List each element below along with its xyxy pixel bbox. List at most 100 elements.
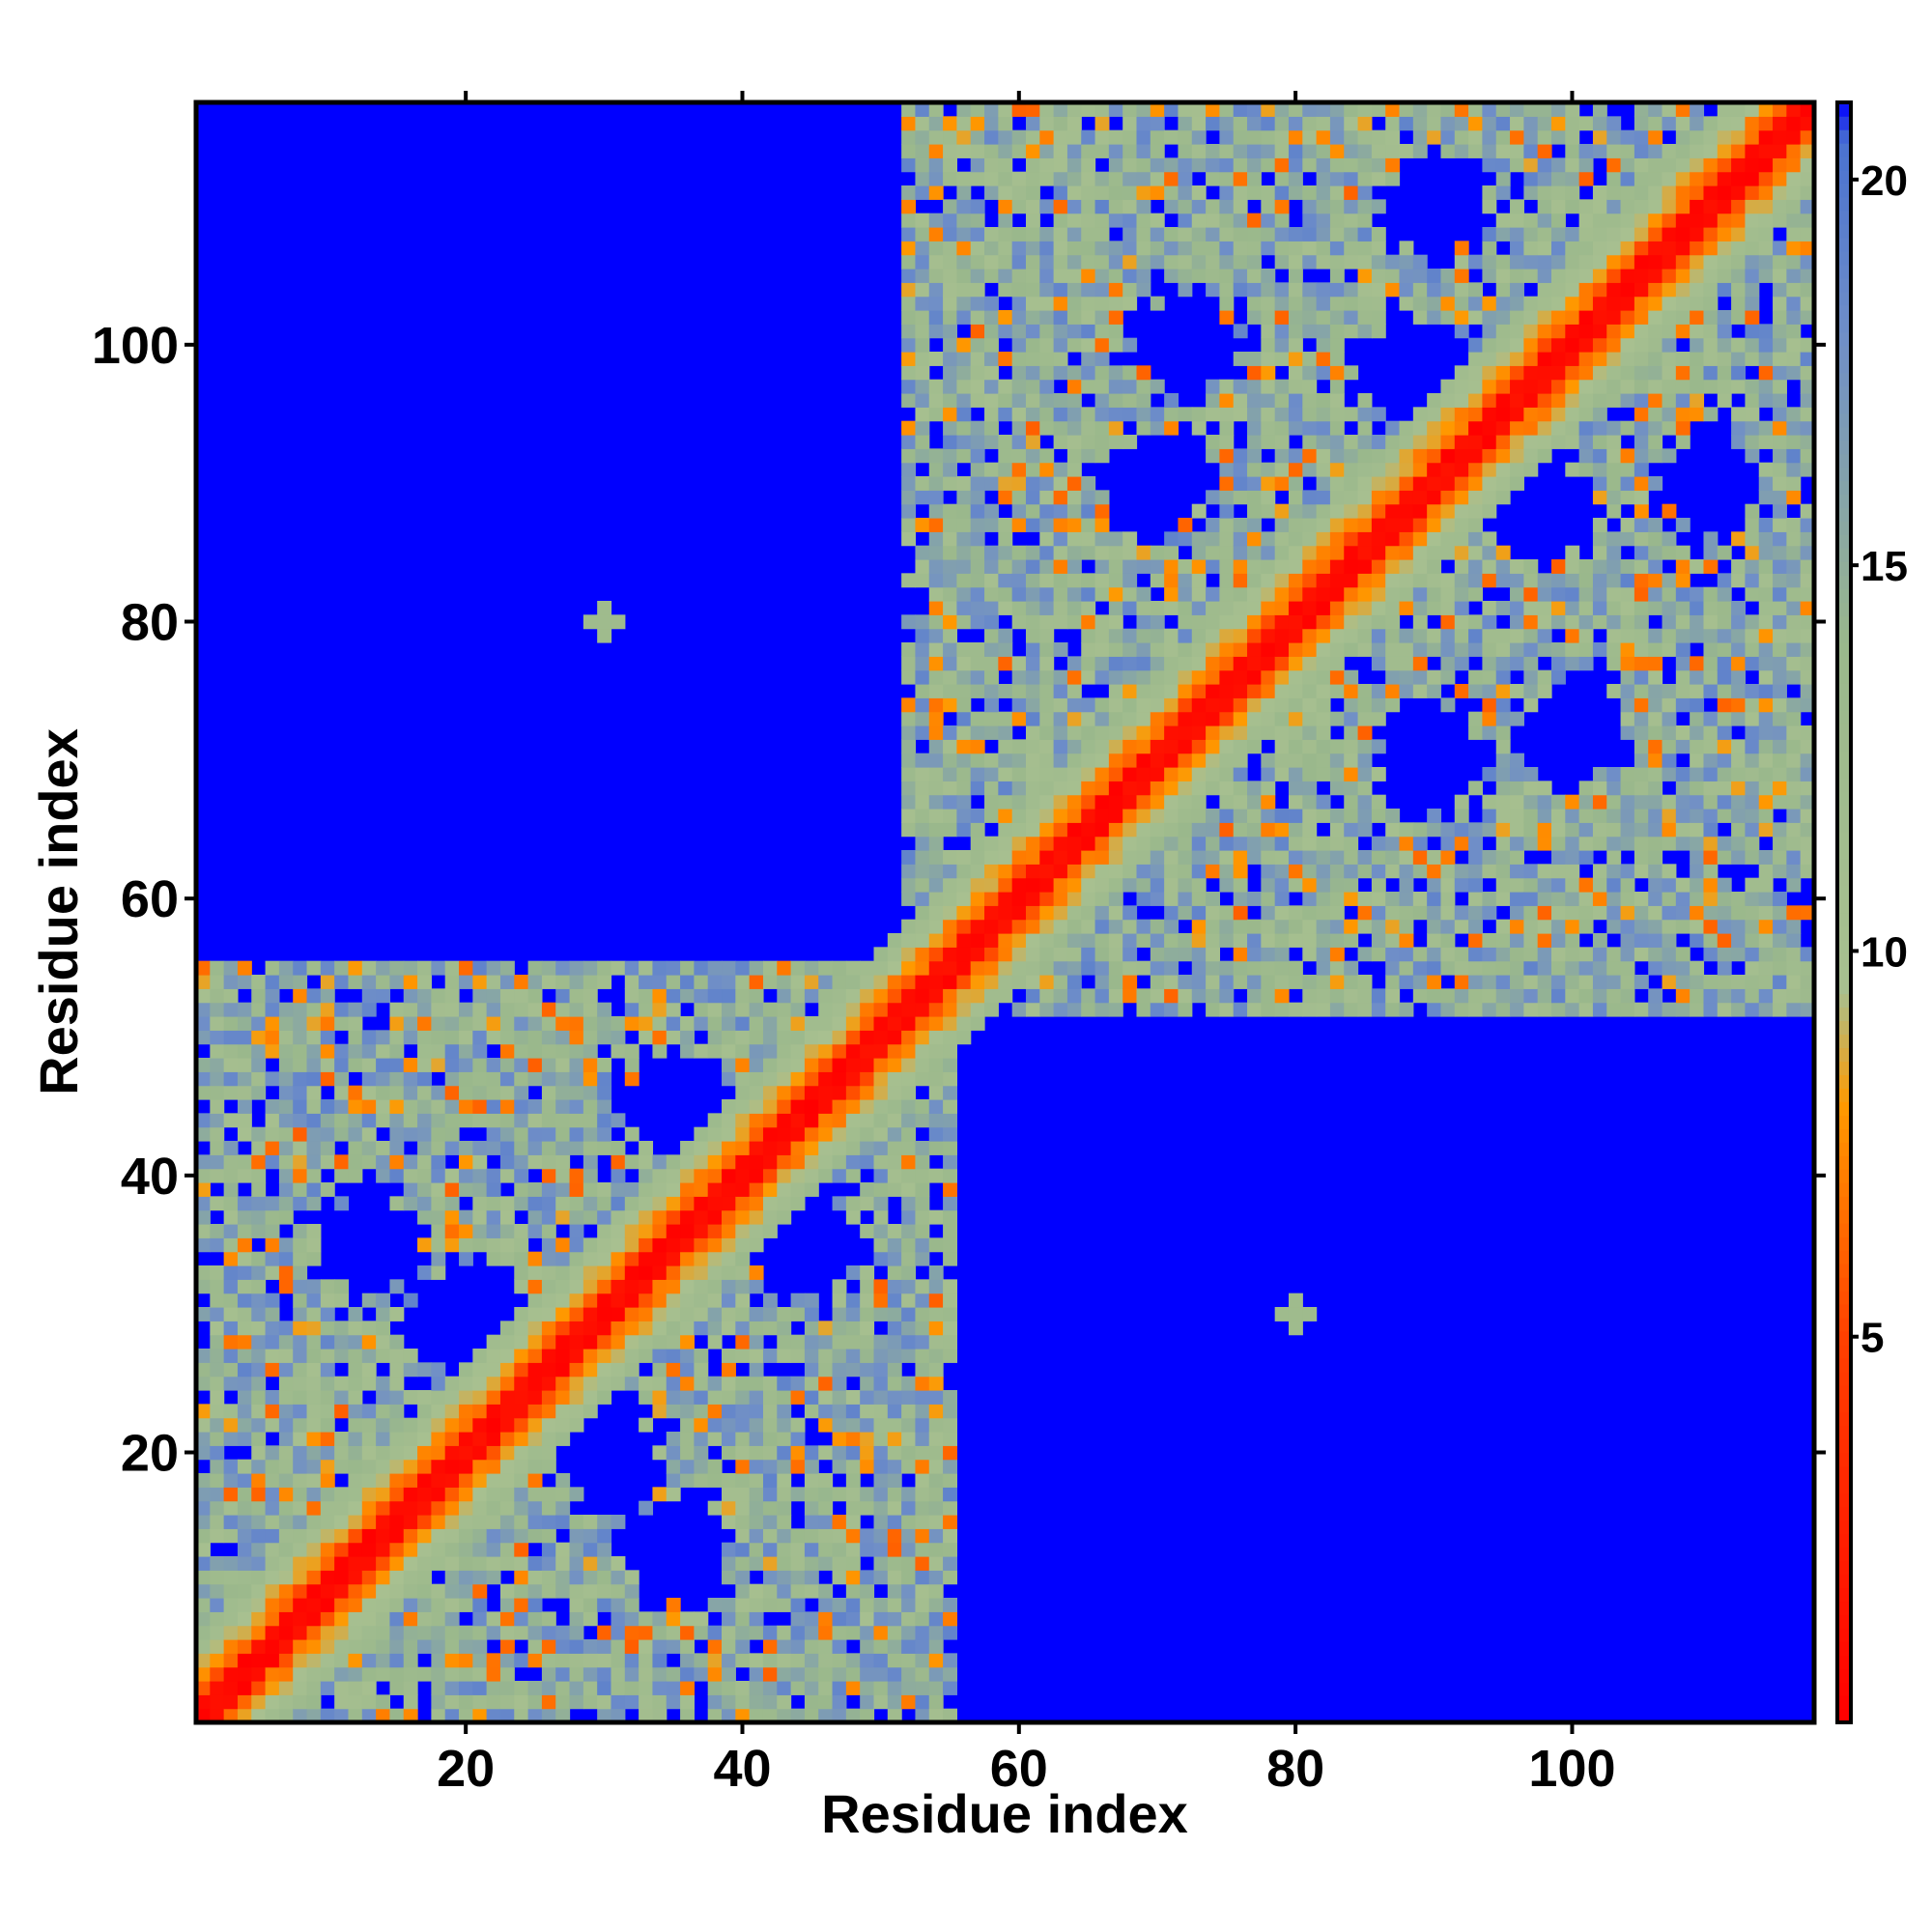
heatmap-cell <box>970 476 985 491</box>
heatmap-cell <box>777 1030 792 1045</box>
heatmap-cell <box>1011 947 1027 962</box>
heatmap-cell <box>472 1141 488 1155</box>
heatmap-cell <box>1399 573 1414 588</box>
heatmap-cell <box>1482 684 1497 698</box>
heatmap-cell <box>832 1598 847 1612</box>
heatmap-cell <box>1344 310 1359 325</box>
heatmap-cell <box>818 1639 834 1654</box>
heatmap-cell <box>873 1500 889 1516</box>
heatmap-cell <box>1427 586 1442 602</box>
heatmap-cell <box>1094 269 1110 283</box>
heatmap-cell <box>582 1085 598 1100</box>
heatmap-cell <box>1219 684 1235 698</box>
heatmap-cell <box>1164 642 1179 657</box>
heatmap-cell <box>984 877 999 893</box>
heatmap-cell <box>818 1376 834 1391</box>
heatmap-cell <box>1150 642 1165 657</box>
heatmap-cell <box>486 1708 501 1723</box>
heatmap-cell <box>1329 642 1345 657</box>
heatmap-cell <box>1066 933 1082 948</box>
heatmap-cell <box>459 1251 473 1266</box>
heatmap-cell <box>223 1251 239 1266</box>
heatmap-cell <box>845 1515 861 1529</box>
heatmap-cell <box>1122 241 1138 256</box>
heatmap-cell <box>749 1681 764 1695</box>
heatmap-cell <box>915 1113 930 1128</box>
heatmap-cell <box>431 1515 446 1529</box>
heatmap-cell <box>1371 1002 1386 1017</box>
heatmap-cell <box>1011 352 1027 366</box>
heatmap-cell <box>970 614 985 630</box>
heatmap-cell <box>1427 420 1442 436</box>
heatmap-cell <box>1510 684 1524 698</box>
heatmap-cell <box>943 310 957 325</box>
heatmap-cell <box>251 1570 267 1585</box>
heatmap-cell <box>943 933 957 948</box>
heatmap-cell <box>486 1002 501 1017</box>
heatmap-cell <box>597 1570 612 1585</box>
heatmap-cell <box>611 1154 626 1170</box>
heatmap-cell <box>818 1500 834 1516</box>
heatmap-cell <box>928 407 944 422</box>
heatmap-cell <box>652 1279 668 1294</box>
heatmap-cell <box>873 1681 889 1695</box>
heatmap-cell <box>1039 518 1055 532</box>
heatmap-cell <box>1025 254 1040 270</box>
heatmap-cell <box>278 1625 294 1640</box>
heatmap-cell <box>1412 601 1428 615</box>
heatmap-cell <box>1122 711 1138 726</box>
heatmap-cell <box>804 1113 819 1128</box>
heatmap-cell <box>832 1625 847 1640</box>
heatmap-cell <box>431 1224 446 1238</box>
heatmap-cell <box>1122 102 1138 117</box>
heatmap-cell <box>1274 697 1290 713</box>
heatmap-cell <box>376 1099 391 1114</box>
heatmap-cell <box>1427 393 1442 408</box>
heatmap-cell <box>1219 503 1235 519</box>
heatmap-cell <box>306 1293 322 1308</box>
heatmap-cell <box>278 1168 294 1183</box>
heatmap-cell <box>293 975 308 989</box>
heatmap-cell <box>527 1459 543 1474</box>
heatmap-cell <box>348 1321 363 1336</box>
heatmap-cell <box>278 1473 294 1488</box>
heatmap-cell <box>320 1334 335 1350</box>
heatmap-cell <box>1427 102 1442 117</box>
heatmap-cell <box>472 960 488 976</box>
heatmap-cell <box>223 1625 239 1640</box>
heatmap-cell <box>680 1639 695 1654</box>
heatmap-cell <box>749 1237 764 1253</box>
heatmap-cell <box>624 960 639 976</box>
heatmap-cell <box>901 102 917 117</box>
heatmap-cell <box>306 1251 322 1266</box>
heatmap-cell <box>804 1085 819 1100</box>
heatmap-cell <box>514 1694 529 1710</box>
heatmap-cell <box>196 1556 211 1571</box>
heatmap-cell <box>1094 296 1110 311</box>
heatmap-cell <box>1371 684 1386 698</box>
heatmap-cell <box>251 1459 267 1474</box>
heatmap-cell <box>223 1598 239 1612</box>
heatmap-cell <box>1219 919 1235 934</box>
heatmap-cell <box>541 1002 556 1017</box>
heatmap-cell <box>1302 490 1318 505</box>
heatmap-cell <box>417 1515 432 1529</box>
heatmap-cell <box>915 1154 930 1170</box>
heatmap-cell <box>1122 157 1138 173</box>
heatmap-cell <box>265 960 280 976</box>
heatmap-cell <box>251 1708 267 1723</box>
heatmap-cell <box>1495 490 1511 505</box>
heatmap-cell <box>459 1404 473 1419</box>
heatmap-cell <box>251 1681 267 1695</box>
heatmap-cell <box>1011 767 1027 781</box>
heatmap-cell <box>582 1639 598 1654</box>
heatmap-cell <box>845 988 861 1004</box>
heatmap-cell <box>1316 697 1331 713</box>
heatmap-cell <box>1329 573 1345 588</box>
heatmap-cell <box>389 1681 405 1695</box>
heatmap-cell <box>722 1598 736 1612</box>
heatmap-cell <box>1053 269 1068 283</box>
heatmap-cell <box>555 1030 571 1045</box>
heatmap-cell <box>486 1016 501 1031</box>
heatmap-cell <box>832 1085 847 1100</box>
